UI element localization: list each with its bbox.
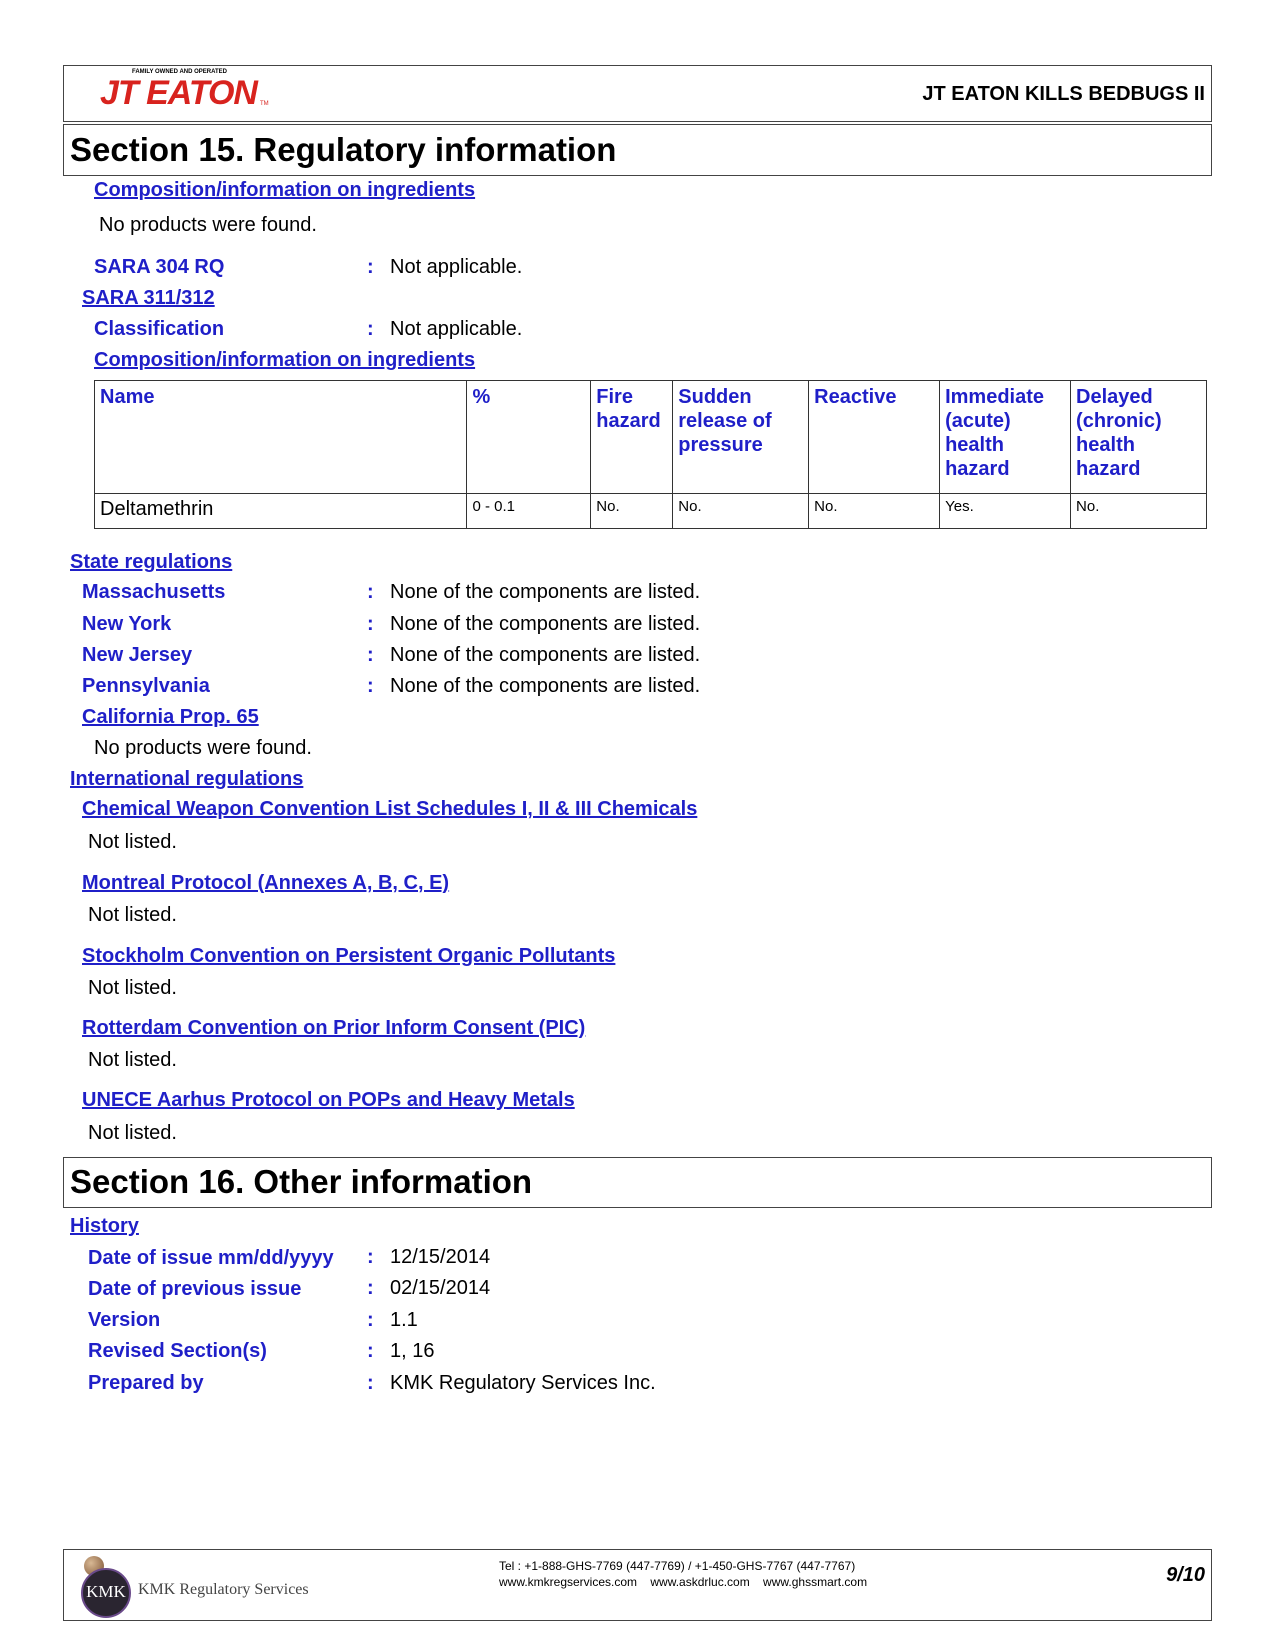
sara304-label: SARA 304 RQ <box>94 256 225 278</box>
sara304-value: Not applicable. <box>390 256 523 278</box>
logo-tagline: FAMILY OWNED AND OPERATED <box>132 69 228 75</box>
montreal-link[interactable]: Montreal Protocol (Annexes A, B, C, E) <box>82 872 450 894</box>
date-of-issue-value: 12/15/2014 <box>390 1246 491 1268</box>
colon: : <box>367 613 374 635</box>
logo-row: JT EATON TM <box>100 76 269 110</box>
colon: : <box>367 1277 374 1299</box>
col-reactive: Reactive <box>808 380 941 494</box>
section-15-header: Section 15. Regulatory information <box>63 124 1212 176</box>
composition-link[interactable]: Composition/information on ingredients <box>94 179 476 201</box>
version-value: 1.1 <box>390 1309 418 1331</box>
cell-immediate: Yes. <box>939 493 1072 529</box>
state-label-new-york: New York <box>82 613 172 635</box>
state-value: None of the components are listed. <box>390 675 701 697</box>
cwc-value: Not listed. <box>88 831 177 853</box>
cell-fire: No. <box>590 493 674 529</box>
section-15-title: Section 15. Regulatory information <box>70 131 617 168</box>
state-label-new-jersey: New Jersey <box>82 644 193 666</box>
version-label: Version <box>88 1309 161 1331</box>
hazard-table: Name % Fire hazard Sudden release of pre… <box>93 380 1207 529</box>
cell-delayed: No. <box>1070 493 1207 529</box>
cell-reactive: No. <box>808 493 941 529</box>
colon: : <box>367 1340 374 1362</box>
colon: : <box>367 675 374 697</box>
footer-tel: Tel : +1-888-GHS-7769 (447-7769) / +1-45… <box>499 1559 856 1573</box>
state-value: None of the components are listed. <box>390 613 701 635</box>
no-products-text: No products were found. <box>99 214 317 236</box>
cell-percent: 0 - 0.1 <box>466 493 592 529</box>
stockholm-link[interactable]: Stockholm Convention on Persistent Organ… <box>82 945 616 967</box>
section-16-title: Section 16. Other information <box>70 1163 533 1200</box>
date-of-issue-label: Date of issue mm/dd/yyyy <box>88 1247 334 1269</box>
unece-value: Not listed. <box>88 1122 177 1144</box>
colon: : <box>367 1246 374 1268</box>
state-regulations-link[interactable]: State regulations <box>70 551 233 573</box>
colon: : <box>367 1309 374 1331</box>
colon: : <box>367 1372 374 1394</box>
state-label-pennsylvania: Pennsylvania <box>82 675 210 697</box>
colon: : <box>367 644 374 666</box>
colon: : <box>367 318 374 340</box>
cell-sudden: No. <box>672 493 810 529</box>
revised-sections-label: Revised Section(s) <box>88 1340 267 1362</box>
prepared-by-label: Prepared by <box>88 1372 204 1394</box>
col-immediate: Immediate (acute) health hazard <box>939 380 1072 494</box>
jt-eaton-logo: JT EATON <box>100 74 258 112</box>
header-box: FAMILY OWNED AND OPERATED JT EATON TM JT… <box>63 65 1212 122</box>
montreal-value: Not listed. <box>88 904 177 926</box>
previous-issue-value: 02/15/2014 <box>390 1277 491 1299</box>
state-value: None of the components are listed. <box>390 644 701 666</box>
footer-websites: www.kmkregservices.com www.askdrluc.com … <box>499 1575 868 1589</box>
col-name: Name <box>93 380 468 494</box>
table-row: Deltamethrin 0 - 0.1 No. No. No. Yes. No… <box>93 493 1207 529</box>
stockholm-value: Not listed. <box>88 977 177 999</box>
rotterdam-link[interactable]: Rotterdam Convention on Prior Inform Con… <box>82 1017 586 1039</box>
colon: : <box>367 256 374 278</box>
section-16-header: Section 16. Other information <box>63 1157 1212 1208</box>
footer-box: KMK KMK Regulatory Services Tel : +1-888… <box>63 1549 1212 1621</box>
prepared-by-value: KMK Regulatory Services Inc. <box>390 1372 656 1394</box>
cwc-link[interactable]: Chemical Weapon Convention List Schedule… <box>82 798 698 820</box>
international-regulations-link[interactable]: International regulations <box>70 768 304 790</box>
california-prop65-link[interactable]: California Prop. 65 <box>82 706 259 728</box>
col-fire: Fire hazard <box>590 380 674 494</box>
table-header-row: Name % Fire hazard Sudden release of pre… <box>93 380 1207 494</box>
product-name: JT EATON KILLS BEDBUGS II <box>922 83 1205 105</box>
col-percent: % <box>466 380 592 494</box>
revised-sections-value: 1, 16 <box>390 1340 435 1362</box>
sara311-link[interactable]: SARA 311/312 <box>82 287 215 309</box>
col-sudden: Sudden release of pressure <box>672 380 810 494</box>
state-label-massachusetts: Massachusetts <box>82 581 226 603</box>
state-value: None of the components are listed. <box>390 581 701 603</box>
page-number: 9/10 <box>1166 1564 1205 1586</box>
col-delayed: Delayed (chronic) health hazard <box>1070 380 1207 494</box>
rotterdam-value: Not listed. <box>88 1049 177 1071</box>
previous-issue-label: Date of previous issue <box>88 1278 302 1300</box>
classification-label: Classification <box>94 318 225 340</box>
jt-eaton-logo-block: FAMILY OWNED AND OPERATED JT EATON TM <box>100 69 269 110</box>
kmk-logo-icon: KMK <box>81 1568 131 1618</box>
colon: : <box>367 581 374 603</box>
history-link[interactable]: History <box>70 1215 139 1237</box>
logo-tm: TM <box>260 101 269 107</box>
composition-link-2[interactable]: Composition/information on ingredients <box>94 349 476 371</box>
california-value: No products were found. <box>94 737 312 759</box>
unece-link[interactable]: UNECE Aarhus Protocol on POPs and Heavy … <box>82 1089 575 1111</box>
company-name: KMK Regulatory Services <box>138 1581 309 1598</box>
cell-name: Deltamethrin <box>93 493 468 529</box>
classification-value: Not applicable. <box>390 318 523 340</box>
